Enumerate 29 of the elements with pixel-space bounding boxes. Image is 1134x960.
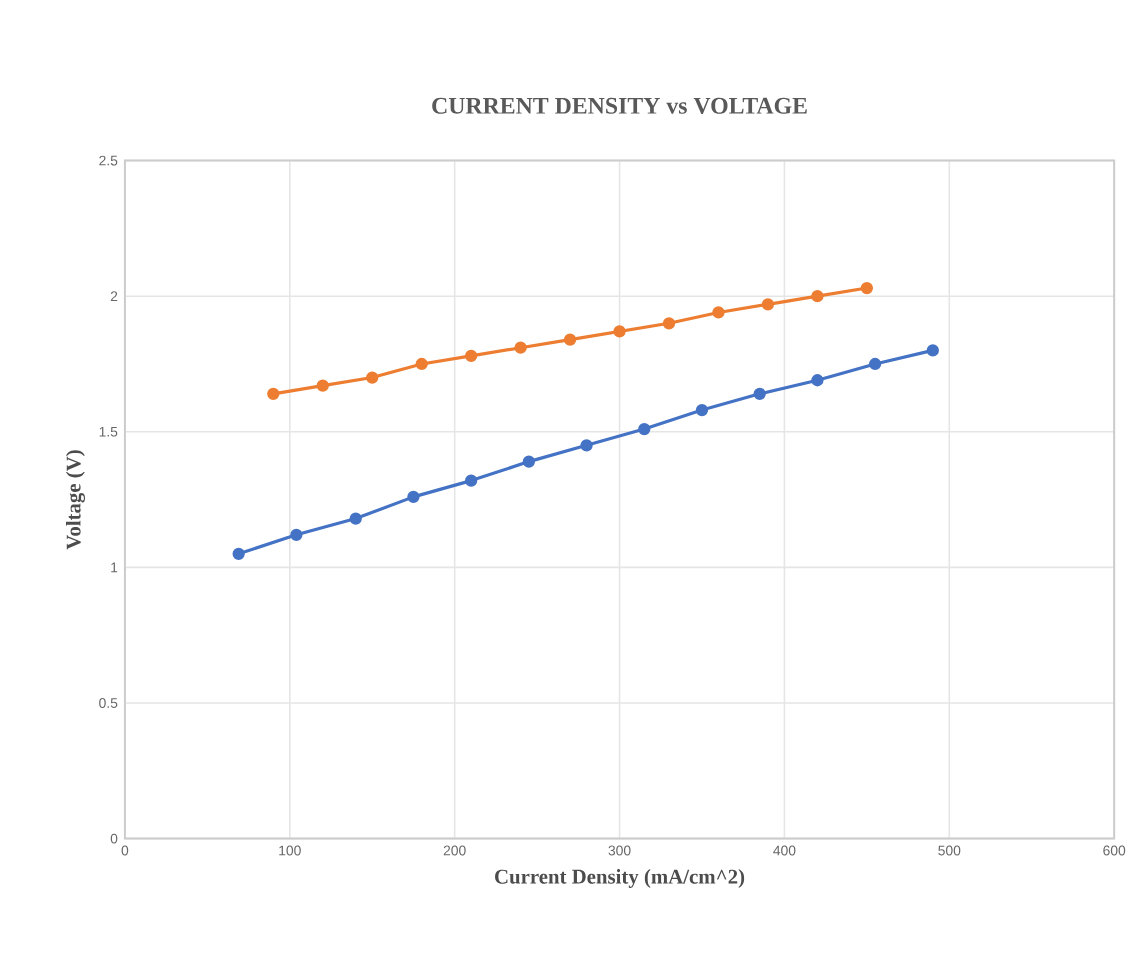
point <box>926 344 939 357</box>
point <box>753 387 766 401</box>
point <box>580 439 593 452</box>
point <box>695 404 709 417</box>
chart-title: CURRENT DENSITY vs VOLTAGE <box>432 98 807 115</box>
point <box>613 325 626 338</box>
point <box>811 374 824 387</box>
point <box>290 528 303 542</box>
point <box>563 333 577 346</box>
point <box>712 306 725 319</box>
point <box>267 387 280 401</box>
point <box>415 358 428 371</box>
point <box>407 490 420 504</box>
point <box>868 358 882 371</box>
point <box>316 379 329 393</box>
point <box>232 547 245 561</box>
point <box>522 455 536 468</box>
y-axis-title: Voltage (V) <box>65 450 85 550</box>
point <box>638 423 651 436</box>
point <box>860 282 874 295</box>
point <box>465 349 478 363</box>
point <box>465 474 478 487</box>
x-axis-title: Current Density (mA/cm^2) <box>495 869 745 889</box>
point <box>761 298 775 311</box>
point <box>662 317 676 330</box>
point <box>811 290 824 303</box>
point <box>366 371 379 384</box>
point <box>349 512 362 525</box>
point <box>514 341 527 355</box>
